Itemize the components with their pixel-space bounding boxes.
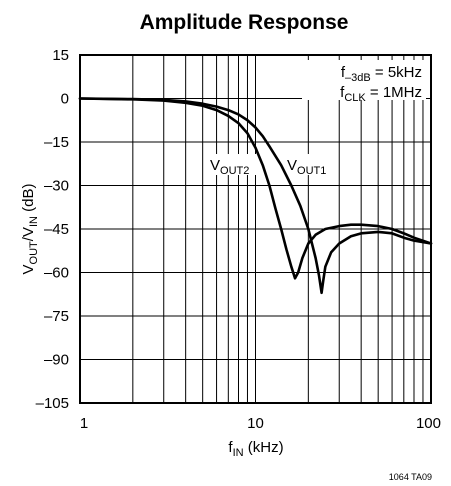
vout2-main: V [210,157,220,174]
x-label-main: f [228,439,233,456]
f3db-main: f [341,64,346,81]
x-label-rest: (kHz) [244,439,284,456]
fclk-rest: = 1MHz [366,84,422,101]
x-label-sub: IN [233,447,244,459]
series-layer [78,97,433,295]
y-axis-label: VOUT/VIN (dB) [20,184,40,275]
x-tick-label: 100 [416,415,441,432]
y-tick-label: 0 [61,91,69,108]
plot-frame [79,54,432,404]
y-label-rest: (dB) [20,184,37,217]
y-label-b-sub: IN [28,216,40,227]
y-label-b: /V [20,227,37,241]
fclk-main: f [340,84,345,101]
fclk-annotation: fCLK = 1MHz [340,84,422,104]
f3db-rest: = 5kHz [371,64,422,81]
x-tick-labels: 1 10 100 [80,415,441,432]
y-tick-label: –45 [44,221,69,238]
vout2-label-background [208,154,260,175]
chart-title: Amplitude Response [140,11,349,34]
y-label-a: V [20,264,37,274]
x-axis-label: fIN (kHz) [228,439,283,459]
y-tick-label: –60 [44,265,69,282]
series-line-vout1 [78,97,433,295]
series-label-background [208,154,335,175]
y-tick-label: 15 [52,47,69,64]
y-tick-label: –90 [44,352,69,369]
f3db-sub: –3dB [345,72,371,84]
frequency-annotation: f–3dB = 5kHz fCLK = 1MHz [302,60,426,104]
y-label-a-sub: OUT [28,241,40,265]
y-tick-labels: 15 0 –15 –30 –45 –60 –75 –90 –105 [36,47,69,412]
f3db-annotation: f–3dB = 5kHz [341,64,422,84]
y-tick-label: –15 [44,134,69,151]
vout1-label: VOUT1 [287,157,326,177]
figure-id: 1064 TA09 [389,472,432,482]
y-tick-label: –105 [36,395,69,412]
vout2-sub: OUT2 [220,165,249,177]
annotation-background [302,60,426,100]
series-line-vout2 [78,97,433,280]
vout1-sub: OUT1 [297,165,326,177]
fclk-sub: CLK [344,92,366,104]
vout1-main: V [287,157,297,174]
vout1-label-background [283,154,335,175]
x-tick-label: 1 [80,415,88,432]
vout2-label: VOUT2 [210,157,249,177]
y-tick-label: –30 [44,178,69,195]
y-tick-label: –75 [44,308,69,325]
x-tick-label: 10 [247,415,264,432]
